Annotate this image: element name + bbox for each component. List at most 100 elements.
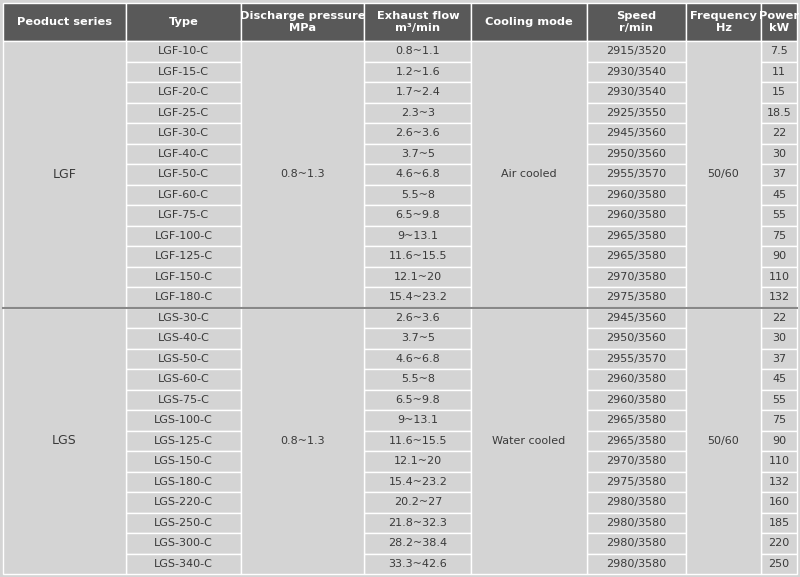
Text: 160: 160 — [769, 497, 790, 507]
Bar — [364, 226, 471, 246]
Text: 2960/3580: 2960/3580 — [606, 374, 666, 384]
Text: LGS-125-C: LGS-125-C — [154, 436, 213, 446]
Bar — [586, 389, 686, 410]
Bar — [126, 430, 242, 451]
Text: LGS-60-C: LGS-60-C — [158, 374, 210, 384]
Bar — [762, 512, 797, 533]
Bar — [364, 82, 471, 103]
Text: 9~13.1: 9~13.1 — [398, 231, 438, 241]
Bar — [126, 492, 242, 512]
Text: 132: 132 — [769, 477, 790, 487]
Text: 5.5~8: 5.5~8 — [401, 190, 435, 200]
Text: 1.2~1.6: 1.2~1.6 — [395, 67, 440, 77]
Bar — [762, 164, 797, 185]
Bar — [126, 451, 242, 471]
Text: LGS-40-C: LGS-40-C — [158, 334, 210, 343]
Bar — [762, 267, 797, 287]
Text: 2945/3560: 2945/3560 — [606, 128, 666, 138]
Text: LGF-180-C: LGF-180-C — [154, 292, 213, 302]
Text: 11.6~15.5: 11.6~15.5 — [389, 251, 447, 261]
Bar — [586, 512, 686, 533]
Text: LGS-300-C: LGS-300-C — [154, 538, 213, 548]
Text: 185: 185 — [769, 518, 790, 528]
Text: LGF-40-C: LGF-40-C — [158, 149, 209, 159]
Bar — [364, 123, 471, 144]
Bar — [762, 533, 797, 553]
Text: LGF-150-C: LGF-150-C — [154, 272, 213, 282]
Bar — [586, 553, 686, 574]
Bar — [586, 41, 686, 62]
Text: 9~13.1: 9~13.1 — [398, 415, 438, 425]
Text: LGF-15-C: LGF-15-C — [158, 67, 209, 77]
Bar — [586, 144, 686, 164]
Text: Cooling mode: Cooling mode — [485, 17, 573, 27]
Bar — [364, 103, 471, 123]
Bar — [762, 410, 797, 430]
Bar — [762, 553, 797, 574]
Text: 3.7~5: 3.7~5 — [401, 334, 435, 343]
Bar — [762, 471, 797, 492]
Bar — [762, 451, 797, 471]
Text: 55: 55 — [772, 395, 786, 404]
Bar — [3, 308, 126, 574]
Text: 2950/3560: 2950/3560 — [606, 334, 666, 343]
Text: 30: 30 — [772, 334, 786, 343]
Bar — [586, 533, 686, 553]
Bar — [586, 492, 686, 512]
Bar — [126, 471, 242, 492]
Text: LGS-50-C: LGS-50-C — [158, 354, 210, 364]
Bar — [364, 533, 471, 553]
Text: 18.5: 18.5 — [766, 108, 791, 118]
Text: LGS-250-C: LGS-250-C — [154, 518, 213, 528]
Text: 0.8~1.3: 0.8~1.3 — [281, 436, 325, 446]
Text: 75: 75 — [772, 415, 786, 425]
Bar — [762, 226, 797, 246]
Text: 2.6~3.6: 2.6~3.6 — [395, 128, 440, 138]
Text: Speed
r/min: Speed r/min — [616, 11, 656, 33]
Bar — [364, 328, 471, 349]
Text: 90: 90 — [772, 251, 786, 261]
Bar — [126, 123, 242, 144]
Bar — [471, 308, 586, 574]
Bar — [126, 287, 242, 308]
Text: 2930/3540: 2930/3540 — [606, 67, 666, 77]
Text: LGF: LGF — [53, 168, 77, 181]
Bar — [762, 82, 797, 103]
Bar — [126, 349, 242, 369]
Bar — [762, 103, 797, 123]
Bar — [364, 308, 471, 328]
Bar — [126, 389, 242, 410]
Text: 4.6~6.8: 4.6~6.8 — [395, 169, 440, 179]
Bar — [126, 267, 242, 287]
Bar — [364, 410, 471, 430]
Bar — [126, 41, 242, 62]
Text: 45: 45 — [772, 374, 786, 384]
Bar — [762, 205, 797, 226]
Text: LGS-150-C: LGS-150-C — [154, 456, 213, 466]
Bar — [762, 492, 797, 512]
Text: 3.7~5: 3.7~5 — [401, 149, 435, 159]
Text: 90: 90 — [772, 436, 786, 446]
Bar — [586, 226, 686, 246]
Text: 0.8~1.1: 0.8~1.1 — [395, 46, 440, 56]
Text: 2960/3580: 2960/3580 — [606, 395, 666, 404]
Text: 2980/3580: 2980/3580 — [606, 497, 666, 507]
Text: 11: 11 — [772, 67, 786, 77]
Text: 110: 110 — [769, 456, 790, 466]
Text: 0.8~1.3: 0.8~1.3 — [281, 169, 325, 179]
Bar — [586, 308, 686, 328]
Text: 2980/3580: 2980/3580 — [606, 559, 666, 569]
Bar — [586, 451, 686, 471]
Text: 2975/3580: 2975/3580 — [606, 292, 666, 302]
Text: 45: 45 — [772, 190, 786, 200]
Text: 250: 250 — [769, 559, 790, 569]
Text: LGF-125-C: LGF-125-C — [154, 251, 213, 261]
Text: LGS-180-C: LGS-180-C — [154, 477, 213, 487]
Bar — [586, 164, 686, 185]
Text: LGS: LGS — [52, 434, 77, 447]
Text: LGF-60-C: LGF-60-C — [158, 190, 209, 200]
Bar — [364, 369, 471, 389]
Text: 2965/3580: 2965/3580 — [606, 251, 666, 261]
Text: Frequency
Hz: Frequency Hz — [690, 11, 757, 33]
Bar — [364, 185, 471, 205]
